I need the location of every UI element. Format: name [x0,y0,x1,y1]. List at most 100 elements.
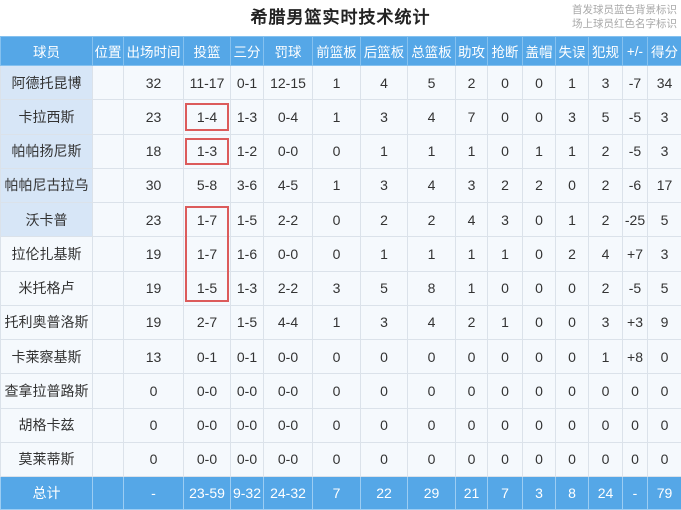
player-name: 帕帕尼古拉乌 [1,168,93,202]
stat-points: 3 [648,237,681,271]
stat-value: 2 [602,280,610,296]
stat-ft: 0-0 [264,408,313,442]
stat-value: 1 [333,109,341,125]
stat-value: 1-7 [197,212,217,228]
stat-value: 1 [428,246,436,262]
stat-value: 0 [333,349,341,365]
stat-value: 1-4 [197,109,217,125]
stat-turnovers: 0 [556,442,589,476]
total-fouls: 24 [589,477,623,510]
stat-value: 0 [661,451,669,467]
stat-value: 5 [602,109,610,125]
stat-value: 1 [501,314,509,330]
stat-off-reb: 1 [313,305,361,339]
stat-ft: 4-5 [264,168,313,202]
stat-value: 0-0 [278,246,298,262]
stat-value: 2 [568,246,576,262]
stat-value: 0 [380,451,388,467]
stat-value: 0 [150,417,158,433]
stat-fg: 1-4 [184,100,231,134]
stat-three-pt: 1-2 [231,134,264,168]
stat-three-pt: 0-0 [231,442,264,476]
stat-value: 4 [380,75,388,91]
stat-total-reb: 4 [408,168,456,202]
total-plus-minus: - [623,477,648,510]
stat-value: 0-0 [278,417,298,433]
stat-value: 0 [568,383,576,399]
stat-fouls: 1 [589,340,623,374]
stat-three-pt: 3-6 [231,168,264,202]
stat-value: 30 [146,177,162,193]
stat-three-pt: 1-5 [231,203,264,237]
stat-blocks: 0 [523,340,556,374]
stat-value: 1 [333,314,341,330]
stat-value: 0 [535,383,543,399]
player-name: 莫莱蒂斯 [1,442,93,476]
stat-value: 1 [501,246,509,262]
stat-value: 4 [602,246,610,262]
stat-ft: 4-4 [264,305,313,339]
stat-value: 5 [661,212,669,228]
stat-turnovers: 1 [556,134,589,168]
stat-value: 0 [631,451,639,467]
stat-position [93,66,124,100]
player-name: 拉伦扎基斯 [1,237,93,271]
stat-fg: 1-7 [184,203,231,237]
stat-blocks: 0 [523,408,556,442]
stat-three-pt: 1-6 [231,237,264,271]
stat-assists: 1 [456,237,488,271]
stat-ft: 0-0 [264,442,313,476]
stat-total-reb: 2 [408,203,456,237]
stat-value: 0 [468,451,476,467]
stat-value: 0 [333,383,341,399]
stat-value: 0 [568,177,576,193]
stat-steals: 0 [488,374,523,408]
stat-value: 1-5 [237,314,257,330]
stat-position [93,442,124,476]
stat-value: -5 [629,109,641,125]
stat-blocks: 0 [523,66,556,100]
stat-position [93,408,124,442]
stat-value: 0-0 [237,417,257,433]
stat-position [93,305,124,339]
stat-value: 32 [146,75,162,91]
stat-points: 0 [648,374,681,408]
stat-ft: 0-4 [264,100,313,134]
stat-fg: 0-1 [184,340,231,374]
stat-points: 5 [648,203,681,237]
stat-points: 0 [648,340,681,374]
stat-off-reb: 1 [313,100,361,134]
stat-fouls: 0 [589,374,623,408]
stat-fouls: 2 [589,168,623,202]
stat-off-reb: 0 [313,237,361,271]
stat-turnovers: 0 [556,271,589,305]
stat-def-reb: 3 [361,100,408,134]
stat-value: 3 [333,280,341,296]
stat-value: 0 [535,349,543,365]
stat-three-pt: 0-1 [231,340,264,374]
total-fg: 23-59 [184,477,231,510]
stat-value: 1-5 [197,280,217,296]
stat-value: 2 [602,212,610,228]
stat-plus-minus: +3 [623,305,648,339]
total-blocks: 3 [523,477,556,510]
stat-value: 0 [535,109,543,125]
stat-value: 1 [535,143,543,159]
player-name: 沃卡普 [1,203,93,237]
stat-value: 1-5 [237,212,257,228]
col-header-assists: 助攻 [456,37,488,66]
stat-steals: 1 [488,305,523,339]
col-header-player: 球员 [1,37,93,66]
stat-plus-minus: -5 [623,134,648,168]
stat-fouls: 5 [589,100,623,134]
stat-assists: 2 [456,66,488,100]
stat-position [93,134,124,168]
stat-value: 1 [602,349,610,365]
stat-value: 0 [568,280,576,296]
stat-off-reb: 0 [313,374,361,408]
total-turnovers: 8 [556,477,589,510]
stat-off-reb: 1 [313,168,361,202]
